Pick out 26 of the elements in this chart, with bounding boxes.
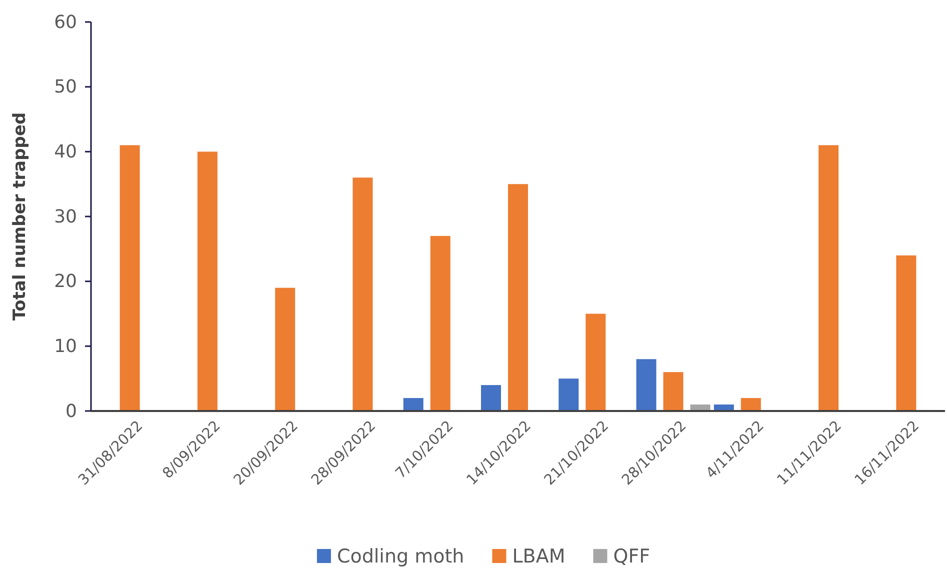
y-tick-label: 40 [54,141,77,162]
bar [352,178,373,411]
bar [481,385,501,411]
bar [636,359,656,411]
y-axis-title: Total number trapped [10,112,30,321]
bar [120,145,140,411]
bar [275,288,296,411]
bar [430,236,450,411]
bar [740,398,761,411]
bar [558,378,579,411]
bar [586,314,606,411]
y-tick-label: 50 [54,76,77,98]
y-tick-label: 20 [54,271,77,292]
legend-label: QFF [613,546,650,568]
bar [818,145,839,411]
bar [896,255,916,411]
bar [508,184,528,411]
legend-label: Codling moth [336,546,464,568]
y-tick-label: 10 [54,336,77,357]
y-tick-label: 30 [54,206,77,228]
y-tick-label: 60 [54,12,77,33]
legend-label: LBAM [512,546,566,568]
bar [663,372,684,411]
bar [403,398,424,411]
bar [197,152,218,411]
y-tick-label: 0 [66,400,77,422]
